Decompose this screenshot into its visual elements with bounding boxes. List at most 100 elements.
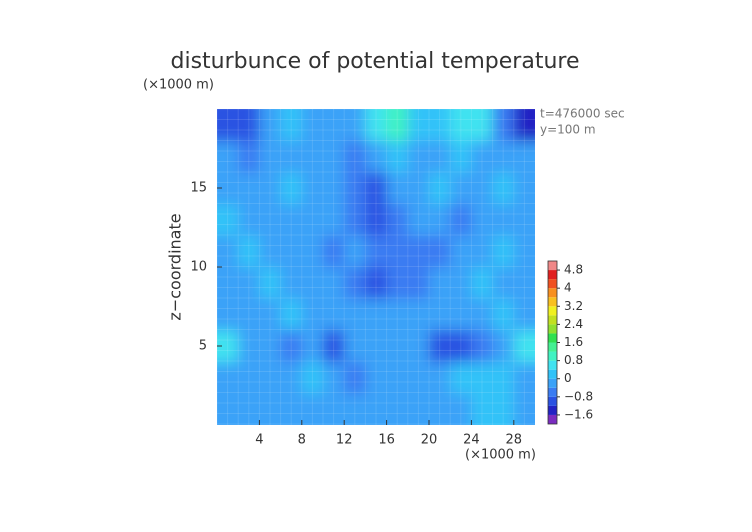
colorbar-swatch	[548, 342, 557, 352]
colorbar-tick-label: −1.6	[564, 407, 593, 421]
field-cell	[513, 172, 535, 205]
field-cell	[301, 267, 324, 300]
colorbar-swatch	[548, 297, 557, 307]
field-cell	[429, 361, 451, 394]
colorbar-swatch	[548, 396, 557, 406]
field-cell	[323, 393, 345, 425]
colorbar-tick-label: 4	[564, 281, 572, 295]
field-cell	[301, 235, 324, 268]
field-cell	[450, 172, 472, 205]
colorbar-swatch	[548, 324, 557, 334]
field-cell	[323, 140, 345, 173]
x-tick-label: 16	[378, 433, 395, 448]
field-cell	[429, 235, 451, 268]
field-cell	[407, 330, 430, 363]
field-cell	[217, 235, 239, 268]
field-cell	[217, 330, 239, 363]
x-tick-label: 4	[255, 433, 263, 448]
field-cell	[301, 140, 324, 173]
field-cell	[238, 140, 260, 173]
field-cell	[323, 361, 345, 394]
colorbar-tick-label: −0.8	[564, 389, 593, 403]
field-cell	[238, 203, 260, 236]
annotation: y=100 m	[540, 123, 596, 137]
annotation: t=476000 sec	[540, 107, 625, 121]
field-cell	[301, 203, 324, 236]
field-cell	[471, 361, 494, 394]
field-cell	[344, 203, 366, 236]
field-cell	[386, 203, 409, 236]
field-cell	[386, 298, 409, 331]
field-cell	[238, 267, 260, 300]
field-cell	[323, 267, 345, 300]
field-cell	[344, 140, 366, 173]
axes: 4 8 12 16 20 24 28 5 10 15 −1.6 −0.8 0 0.8 1.6 2.4 3.2 4 4…	[190, 108, 593, 448]
colorbar-swatch	[548, 333, 557, 343]
colorbar-tick-label: 3.2	[564, 299, 583, 313]
field-cell	[407, 267, 430, 300]
y-unit: (×1000 m)	[143, 78, 214, 93]
field-cell	[386, 267, 409, 300]
field-cell	[450, 361, 472, 394]
field-cell	[513, 298, 535, 331]
field-cell	[450, 393, 472, 425]
field-cell	[429, 393, 451, 425]
field-cell	[471, 330, 494, 363]
field-cell	[513, 393, 535, 425]
field-cell	[238, 235, 260, 268]
field-cell	[365, 361, 388, 394]
field-cell	[280, 235, 303, 268]
field-cell	[450, 298, 472, 331]
x-tick-label: 20	[421, 433, 438, 448]
field-cell	[217, 203, 239, 236]
field-cell	[407, 172, 430, 205]
field-cell	[492, 172, 515, 205]
field-cell	[344, 172, 366, 205]
x-tick-label: 24	[463, 433, 480, 448]
field-cell	[407, 393, 430, 425]
field-cell	[492, 203, 515, 236]
y-tick-label: 5	[199, 339, 207, 354]
y-tick-label: 15	[190, 181, 207, 196]
field-cell	[280, 361, 303, 394]
field-cell	[238, 330, 260, 363]
field-cell	[471, 267, 494, 300]
colorbar-tick-label: 2.4	[564, 317, 583, 331]
field-cell	[492, 330, 515, 363]
field-cell	[238, 393, 260, 425]
field-cell	[280, 172, 303, 205]
field-cell	[259, 140, 282, 173]
field-cell	[407, 109, 430, 142]
field-cell	[259, 109, 282, 142]
colorbar-swatch	[548, 387, 557, 397]
field-cell	[492, 361, 515, 394]
field-cell	[217, 298, 239, 331]
field-cell	[217, 361, 239, 394]
field-cell	[344, 298, 366, 331]
field-cell	[407, 235, 430, 268]
field-cell	[407, 203, 430, 236]
field-cell	[492, 298, 515, 331]
field-cell	[301, 361, 324, 394]
field-cell	[280, 298, 303, 331]
field-cell	[513, 203, 535, 236]
field-cell	[259, 203, 282, 236]
colorbar-swatch	[548, 378, 557, 388]
field-cell	[238, 298, 260, 331]
y-axis-label: z−coordinate	[166, 213, 185, 320]
field-cell	[301, 330, 324, 363]
field-cell	[492, 235, 515, 268]
field-cell	[386, 140, 409, 173]
field-cell	[259, 267, 282, 300]
field-cell	[238, 109, 260, 142]
field-cell	[471, 203, 494, 236]
field-cell	[365, 393, 388, 425]
field-cell	[280, 203, 303, 236]
field-cell	[344, 393, 366, 425]
field-cell	[365, 203, 388, 236]
field-cell	[513, 109, 535, 142]
field-cell	[344, 330, 366, 363]
field-cell	[429, 140, 451, 173]
field-cell	[301, 109, 324, 142]
